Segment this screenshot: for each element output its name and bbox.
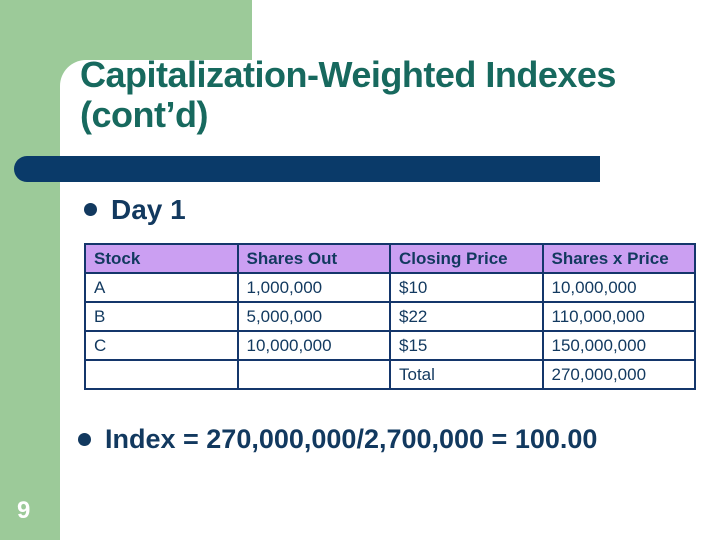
table-cell: 10,000,000	[236, 330, 391, 361]
bullet-icon	[84, 203, 97, 216]
bullet-day-label: Day 1	[111, 194, 186, 225]
data-table: Stock Shares Out Closing Price Shares x …	[84, 243, 696, 390]
bullet-item-day-1: Day 1	[84, 194, 186, 226]
table-header-stock: Stock	[84, 243, 239, 274]
table-cell: B	[84, 301, 239, 332]
table-cell: $15	[389, 330, 544, 361]
table-cell: 10,000,000	[541, 272, 696, 303]
bullet-item-index: Index = 270,000,000/2,700,000 = 100.00	[78, 424, 597, 455]
table-row: C 10,000,000 $15 150,000,000	[84, 330, 696, 361]
table-cell-total-label: Total	[389, 359, 544, 390]
table-cell: 110,000,000	[541, 301, 696, 332]
table-cell: A	[84, 272, 239, 303]
table-cell: $10	[389, 272, 544, 303]
table-cell	[84, 359, 239, 390]
table-header-row: Stock Shares Out Closing Price Shares x …	[84, 243, 696, 274]
table-cell: 1,000,000	[236, 272, 391, 303]
bullet-index-label: Index = 270,000,000/2,700,000 = 100.00	[105, 424, 598, 454]
table-header-shares-x-price: Shares x Price	[541, 243, 696, 274]
page-title: Capitalization-Weighted Indexes (cont’d)	[80, 54, 616, 136]
page-number: 9	[17, 497, 31, 524]
table-row: A 1,000,000 $10 10,000,000	[84, 272, 696, 303]
table-cell-total-value: 270,000,000	[541, 359, 696, 390]
table-cell: $22	[389, 301, 544, 332]
table-header-closing-price: Closing Price	[389, 243, 544, 274]
table-cell: C	[84, 330, 239, 361]
title-divider-bar	[14, 156, 600, 182]
table-total-row: Total 270,000,000	[84, 359, 696, 390]
table-cell: 150,000,000	[541, 330, 696, 361]
bullet-icon	[78, 433, 91, 446]
table-row: B 5,000,000 $22 110,000,000	[84, 301, 696, 332]
green-sidebar-shape	[0, 0, 60, 540]
table-cell: 5,000,000	[236, 301, 391, 332]
table-cell	[236, 359, 391, 390]
table-header-shares-out: Shares Out	[236, 243, 391, 274]
